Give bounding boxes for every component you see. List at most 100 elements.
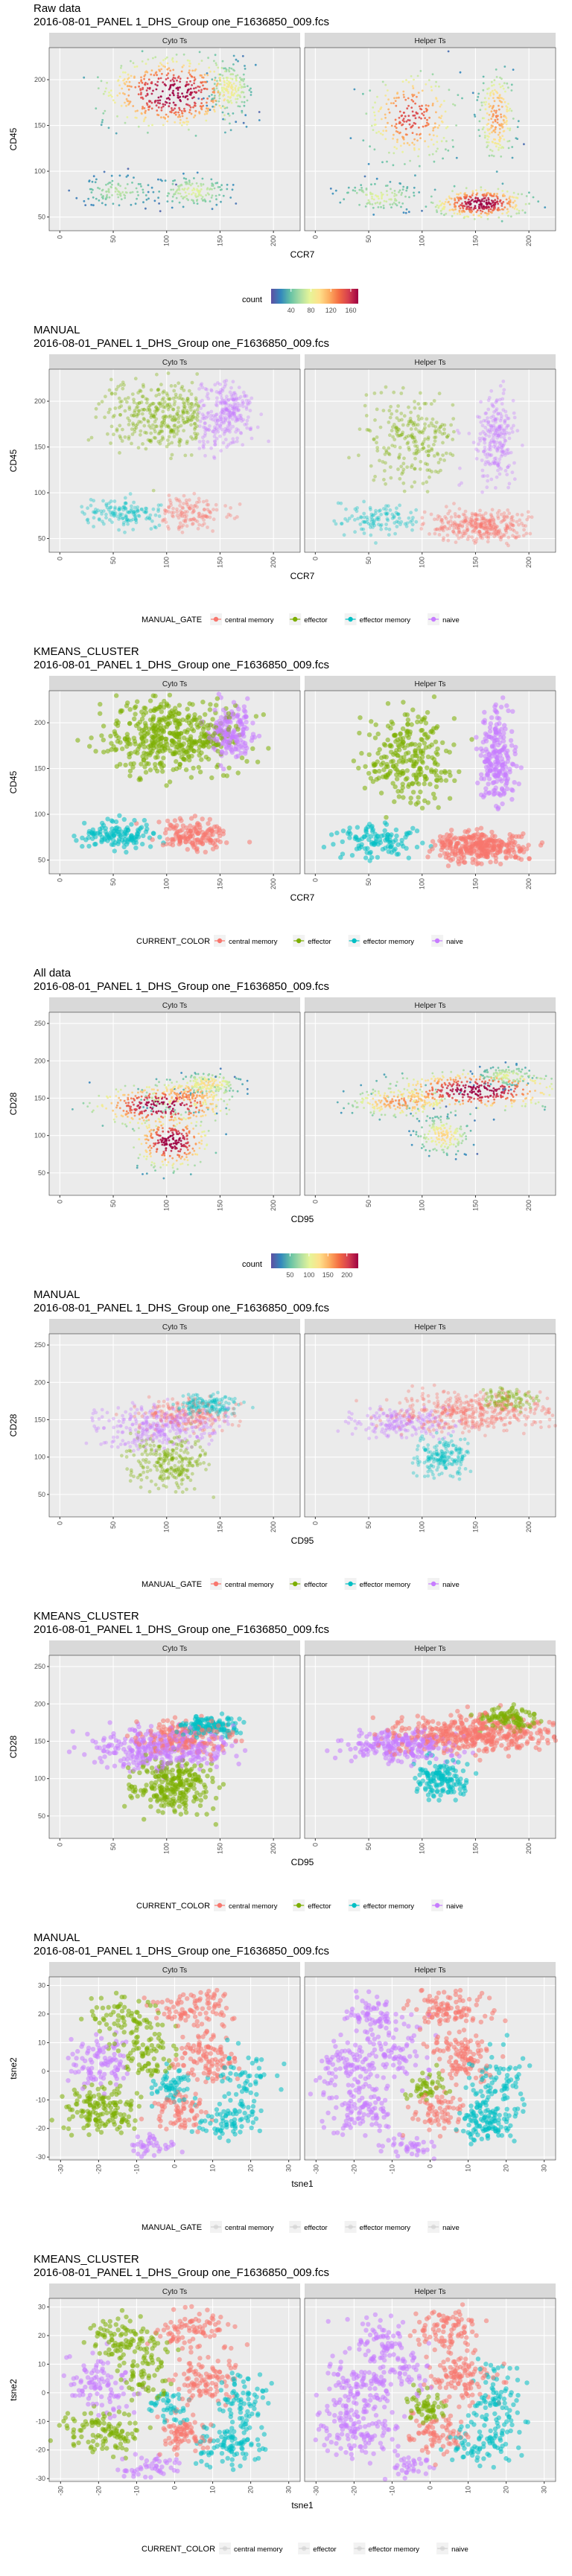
data-point: [371, 196, 373, 198]
data-point: [474, 512, 477, 516]
data-point: [501, 408, 505, 412]
data-point: [504, 115, 506, 118]
data-point: [385, 130, 387, 132]
data-point: [526, 195, 528, 197]
data-point: [527, 510, 530, 514]
data-point: [206, 72, 209, 74]
data-point: [197, 511, 201, 515]
data-point: [500, 156, 502, 158]
data-point: [219, 98, 221, 100]
data-point: [421, 523, 425, 527]
data-point: [488, 860, 492, 864]
data-point: [249, 428, 252, 432]
data-point: [457, 515, 461, 519]
data-point: [464, 201, 466, 203]
data-point: [523, 143, 525, 145]
data-point: [186, 118, 188, 120]
data-point: [489, 416, 493, 420]
data-point: [381, 192, 383, 194]
data-point: [498, 217, 500, 219]
data-point: [404, 522, 407, 526]
data-point: [144, 208, 147, 210]
data-point: [512, 202, 515, 204]
data-point: [496, 530, 500, 534]
data-point: [418, 790, 422, 794]
data-point: [156, 819, 161, 824]
data-point: [229, 196, 232, 199]
data-point: [176, 80, 178, 82]
data-point: [226, 732, 230, 737]
data-point: [187, 77, 189, 80]
data-point: [210, 717, 214, 721]
data-point: [239, 81, 241, 83]
data-point: [153, 427, 156, 431]
data-point: [247, 399, 251, 403]
chart-title: MANUAL: [34, 324, 80, 336]
data-point: [203, 98, 205, 100]
data-point: [127, 406, 131, 409]
data-point: [210, 179, 212, 181]
data-point: [503, 121, 506, 124]
data-point: [432, 130, 434, 132]
data-point: [131, 528, 135, 531]
data-point: [146, 89, 148, 92]
data-point: [152, 741, 156, 745]
data-point: [398, 504, 401, 508]
data-point: [126, 522, 130, 526]
data-point: [200, 74, 202, 77]
data-point: [214, 54, 217, 56]
data-point: [401, 431, 404, 435]
data-point: [436, 141, 438, 143]
data-point: [219, 420, 223, 424]
data-point: [138, 183, 140, 185]
data-point: [180, 525, 184, 529]
data-point: [509, 451, 513, 455]
data-point: [167, 371, 171, 375]
data-point: [124, 409, 127, 413]
data-point: [375, 408, 379, 412]
data-point: [512, 399, 515, 403]
data-point: [232, 184, 235, 186]
data-point: [452, 430, 456, 434]
data-point: [409, 119, 411, 121]
data-point: [126, 98, 128, 100]
data-point: [148, 517, 152, 520]
data-point: [442, 538, 445, 542]
data-point: [176, 197, 178, 199]
data-point: [80, 844, 84, 848]
data-point: [182, 66, 184, 68]
data-point: [224, 132, 226, 134]
data-point: [521, 194, 523, 196]
data-point: [243, 78, 245, 80]
data-point: [504, 469, 508, 473]
data-point: [395, 520, 399, 523]
data-point: [191, 183, 194, 185]
data-point: [177, 409, 180, 413]
data-point: [419, 116, 421, 118]
data-point: [411, 790, 416, 794]
data-point: [178, 504, 182, 508]
data-point: [413, 457, 417, 461]
data-point: [454, 104, 457, 106]
data-point: [445, 517, 448, 520]
data-point: [92, 525, 95, 528]
data-point: [493, 209, 495, 211]
data-point: [400, 418, 404, 422]
data-point: [484, 433, 488, 437]
data-point: [404, 163, 406, 165]
data-point: [165, 837, 170, 841]
data-point: [232, 95, 235, 97]
data-point: [200, 188, 203, 191]
data-point: [214, 188, 216, 190]
data-point: [133, 837, 138, 842]
data-point: [414, 508, 418, 512]
data-point: [137, 194, 139, 196]
data-point: [235, 714, 239, 718]
data-point: [109, 741, 113, 746]
data-point: [149, 440, 153, 444]
data-point: [423, 111, 425, 113]
data-point: [499, 467, 503, 471]
data-point: [221, 708, 226, 712]
data-point: [442, 208, 444, 210]
